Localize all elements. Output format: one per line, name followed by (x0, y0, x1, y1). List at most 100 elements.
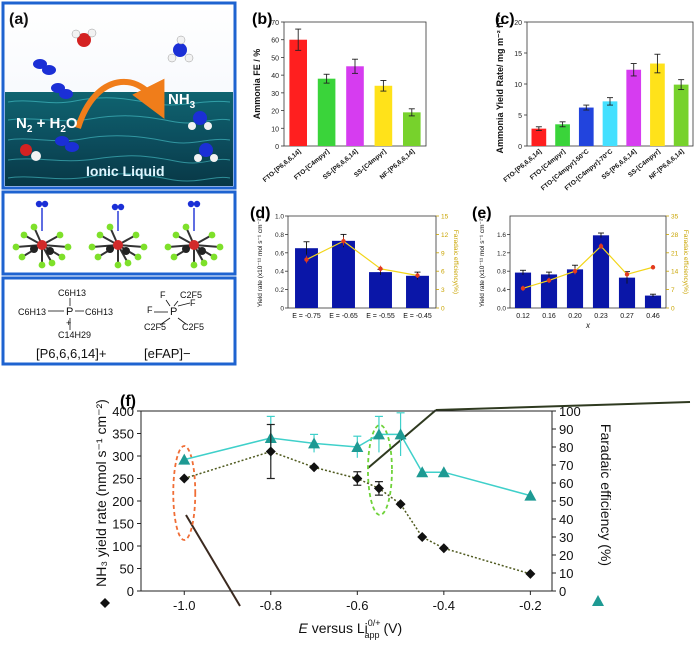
y-tick-label: 350 (112, 427, 134, 442)
fluorine-atom (30, 223, 38, 231)
y2-tick-label: 0 (441, 306, 445, 313)
y-tick-label: 1.0 (275, 214, 284, 221)
y-axis-legend-marker (100, 598, 110, 608)
y-tick-label: 0 (127, 584, 134, 599)
category-label: E = -0.45 (403, 313, 432, 320)
yield-marker (395, 499, 406, 510)
y2-tick-label: 0 (559, 584, 566, 599)
phosphorus-atom (113, 240, 123, 250)
y-tick-label: 0.4 (497, 287, 506, 294)
fluorine-atom (124, 259, 132, 267)
fluorine-atom (12, 243, 20, 251)
yield-marker (438, 543, 449, 554)
category-label: 0.20 (568, 313, 582, 320)
y-tick-label: 70 (271, 20, 279, 27)
ionic-liquid-surface (5, 92, 233, 186)
y2-tick-label: 20 (559, 548, 573, 563)
y-tick-label: 5 (518, 113, 522, 120)
y2-tick-label: 30 (559, 530, 573, 545)
y-axis-label: Ammonia FE / % (252, 49, 262, 120)
cation-structure: C6H13 C6H13 P C6H13 + C14H29 [P6,6,6,14]… (18, 288, 113, 361)
submerged-molecules-icon (20, 111, 218, 162)
y2-tick-label: 15 (441, 214, 449, 221)
y-tick-label: 150 (112, 517, 134, 532)
category-label: E = -0.65 (329, 313, 358, 320)
y2-tick-label: 21 (671, 250, 679, 257)
y-tick-label: 0 (518, 144, 522, 151)
bar (555, 124, 570, 146)
fluorine-atom (170, 253, 178, 261)
y-tick-label: 0 (275, 144, 279, 151)
anion-name: [eFAP]− (144, 346, 191, 361)
anion-center-atom: P (170, 306, 177, 318)
fe-marker (394, 428, 407, 440)
anion-ligand-4: C2F5 (180, 290, 202, 300)
y-tick-label: 10 (514, 82, 522, 89)
cation-name: [P6,6,6,14]+ (36, 346, 106, 361)
y-axis-label: NH₃ yield rate (nmol s⁻¹ cm⁻²) (93, 399, 109, 587)
y-tick-label: 50 (120, 562, 134, 577)
panel-a: (a) N2 + H2O NH3 Ionic Liquid (1, 1, 237, 366)
x-tick-label: -0.8 (260, 598, 282, 613)
fe-marker (572, 269, 578, 274)
yield-marker (179, 473, 190, 484)
ion-pair-model-1 (12, 200, 72, 269)
fluorine-atom (18, 253, 26, 261)
carbon-atom (46, 247, 54, 255)
bar (369, 272, 392, 308)
fe-marker (520, 286, 526, 291)
panel-label: (f) (120, 393, 136, 410)
fe-marker (341, 238, 346, 244)
bar (602, 101, 618, 146)
yield-marker (352, 473, 363, 484)
y-tick-label: 15 (514, 51, 522, 58)
y-tick-label: 300 (112, 449, 134, 464)
plot-frame (287, 215, 437, 309)
panel-a-label: (a) (9, 11, 29, 28)
y2-tick-label: 0 (671, 306, 675, 313)
y-tick-label: 0.4 (275, 269, 284, 276)
fe-marker (372, 428, 385, 440)
anion-ligand-1: F (160, 290, 166, 300)
y2-tick-label: 35 (671, 214, 679, 221)
fluorine-atom (106, 223, 114, 231)
fluorine-atom (134, 253, 142, 261)
cation-substituent-top: C6H13 (58, 288, 86, 298)
bar (289, 39, 308, 146)
y2-tick-label: 14 (671, 269, 679, 276)
y-tick-label: 1.6 (497, 232, 506, 239)
ionic-liquid-label: Ionic Liquid (86, 163, 165, 179)
panel-label: (d) (250, 205, 270, 222)
y-axis-label: Yield rate (x10⁻¹¹ mol s⁻¹ cm⁻²) (257, 217, 264, 308)
panel-b-chart: (b)010203040506070FTO-[P6,6,6,14]FTO-[C4… (252, 11, 427, 184)
fluorine-atom (94, 253, 102, 261)
panel-f-chart: (f) 0 50 100 150 200 250 300 350 400 0 10 20 30 40 50 60… (93, 393, 691, 640)
fluorine-atom (96, 231, 104, 239)
x-tick-label: -0.4 (433, 598, 455, 613)
y2-axis-label: Faradaic efficiency (%) (598, 424, 614, 566)
y-axis-label: Ammonia Yield Rate/ mg m⁻² h⁻¹ (495, 14, 505, 153)
y-tick-label: 40 (271, 73, 279, 80)
fluorine-atom (114, 261, 122, 269)
ion-pair-model-3 (164, 200, 224, 269)
fluorine-atom (20, 231, 28, 239)
yield-marker (309, 462, 320, 473)
y-tick-label: 250 (112, 472, 134, 487)
product-label: NH3 (168, 91, 196, 111)
fe-marker (416, 466, 429, 478)
y2-axis-label: Faradaic efficiency(%) (682, 230, 689, 294)
y-tick-label: 200 (112, 494, 134, 509)
highlight-ellipse (172, 445, 197, 541)
panel-c-chart: (c)05101520FTO-[P6,6,6,14]FTO-[C4mpyr]FT… (495, 11, 694, 192)
y-tick-label: 100 (112, 539, 134, 554)
fe-marker (378, 266, 383, 271)
fluorine-atom (88, 243, 96, 251)
highlight-ellipse (367, 424, 393, 516)
y-axis-label: Yield rate (x10⁻¹¹ mol s⁻¹ cm⁻²) (479, 217, 486, 308)
fe-marker (304, 257, 309, 262)
fe-marker (546, 278, 552, 283)
y2-tick-label: 9 (441, 250, 445, 257)
anion-ligand-6: C2F5 (182, 322, 204, 332)
fluorine-atom (56, 231, 64, 239)
carbon-atom (106, 245, 114, 253)
